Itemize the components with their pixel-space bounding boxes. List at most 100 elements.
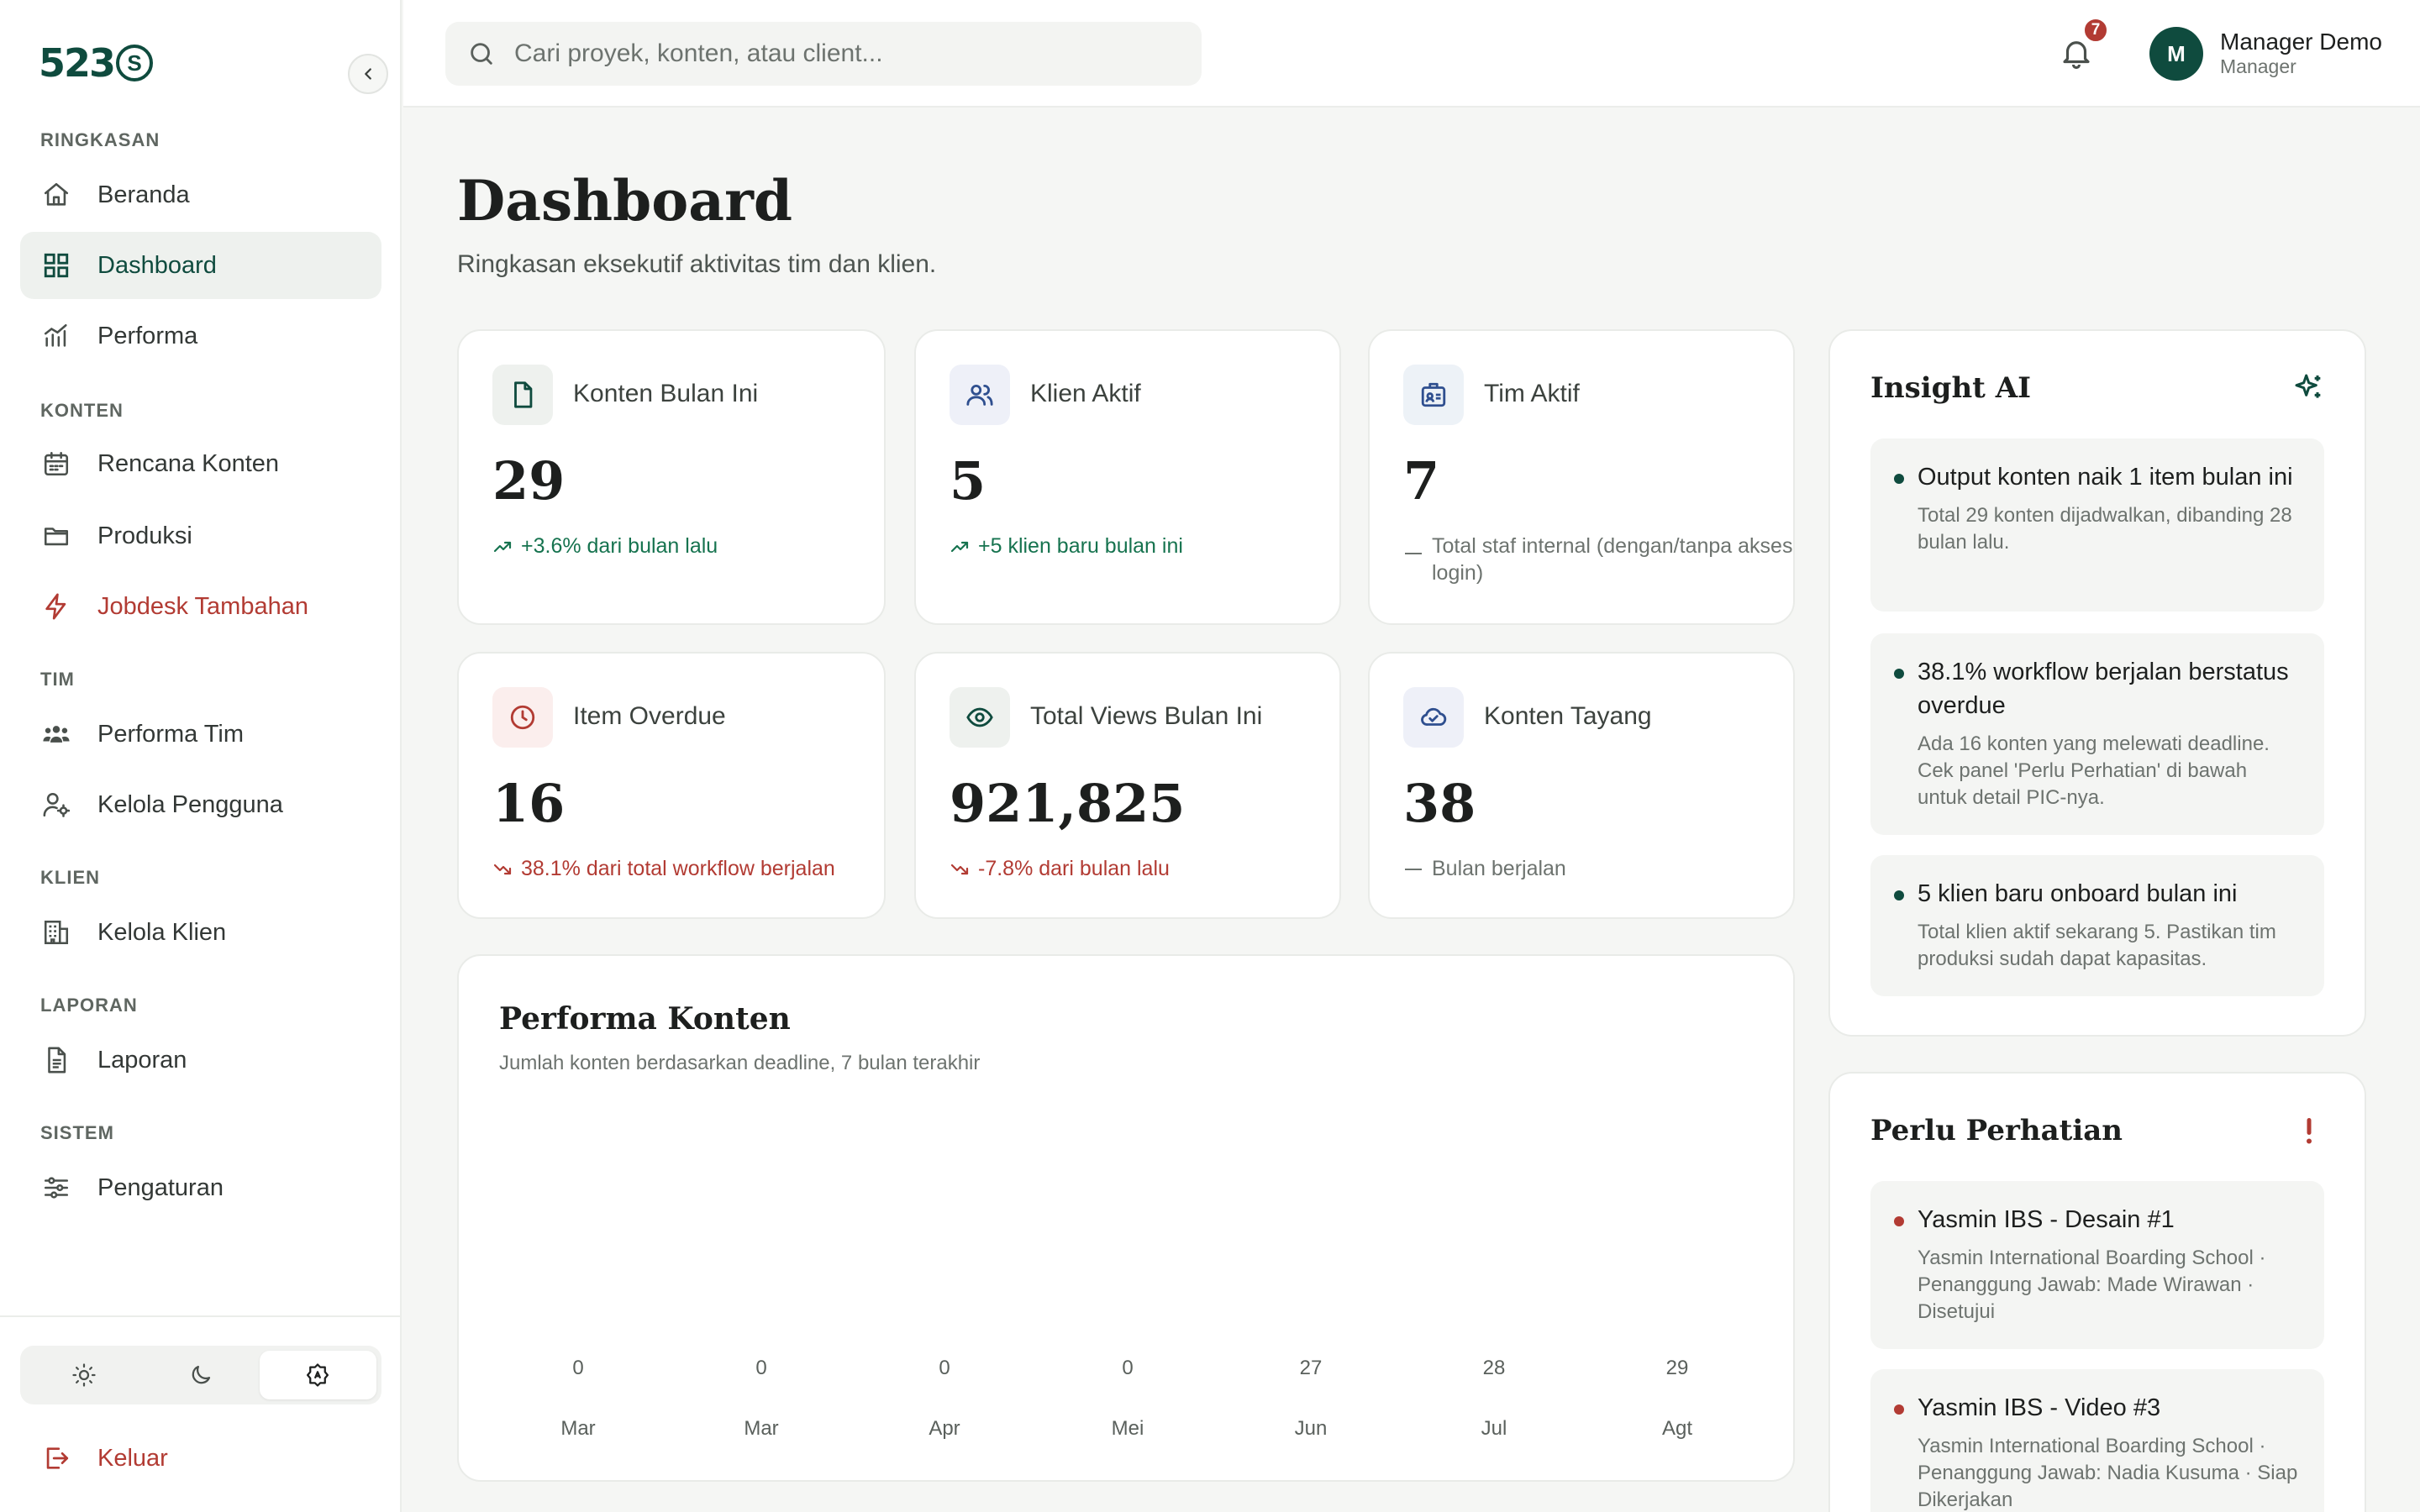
attention-item[interactable]: Yasmin IBS - Desain #1 Yasmin Internatio… xyxy=(1870,1181,2324,1349)
logout-icon xyxy=(46,1447,69,1469)
sparkles-icon[interactable] xyxy=(2292,371,2326,405)
chart-title: Performa Konten xyxy=(499,1001,791,1037)
sidebar-item-pengaturan[interactable]: Pengaturan xyxy=(20,1154,381,1221)
chart-bar[interactable] xyxy=(1260,1116,1361,1351)
logo-mark: S xyxy=(116,45,154,81)
cloud-check-icon xyxy=(1421,707,1447,726)
attention-item-desc: Yasmin International Boarding School · P… xyxy=(1918,1435,2298,1511)
badge-icon xyxy=(1421,382,1446,407)
theme-dark-button[interactable] xyxy=(142,1351,259,1399)
sidebar-item-performa[interactable]: Performa xyxy=(20,302,381,370)
sidebar-item-label: Beranda xyxy=(97,181,190,208)
insight-ai-panel: Insight AI Output konten naik 1 item bul… xyxy=(1828,329,2366,1037)
search-icon xyxy=(471,43,492,65)
insight-item[interactable]: 38.1% workflow berjalan berstatus overdu… xyxy=(1870,633,2324,835)
bullet-dot xyxy=(1894,1216,1904,1226)
exclamation-icon xyxy=(2307,1118,2312,1144)
sidebar-item-produksi[interactable]: Produksi xyxy=(20,502,381,570)
insight-item-desc: Ada 16 konten yang melewati deadline. Ce… xyxy=(1918,732,2270,809)
sliders-icon xyxy=(44,1177,69,1199)
stat-label: Total Views Bulan Ini xyxy=(1030,702,1263,730)
stat-card-item-overdue[interactable]: Item Overdue 16 38.1% dari total workflo… xyxy=(457,652,886,919)
user-name[interactable]: Manager Demo xyxy=(2220,29,2382,55)
theme-light-button[interactable] xyxy=(25,1351,142,1399)
stat-value: 29 xyxy=(492,450,566,512)
stat-card-total-views[interactable]: Total Views Bulan Ini 921,825 -7.8% dari… xyxy=(914,652,1341,919)
nav-section-tim: TIM xyxy=(40,669,75,690)
insight-item-title: 5 klien baru onboard bulan ini xyxy=(1918,880,2238,907)
stat-value: 921,825 xyxy=(950,773,1186,834)
stat-icon-box xyxy=(1403,365,1464,425)
chevron-left-icon xyxy=(365,68,371,80)
document-icon xyxy=(48,1047,66,1074)
chart-category-label: Mar xyxy=(744,1417,778,1440)
chart-subtitle: Jumlah konten berdasarkan deadline, 7 bu… xyxy=(499,1052,981,1074)
attention-panel: Perlu Perhatian Yasmin IBS - Desain #1 Y… xyxy=(1828,1072,2366,1512)
stat-card-klien-aktif[interactable]: Klien Aktif 5 +5 klien baru bulan ini xyxy=(914,329,1341,625)
sidebar-item-beranda[interactable]: Beranda xyxy=(20,161,381,228)
chart-value-label: 0 xyxy=(572,1357,583,1379)
sidebar-item-label: Dashboard xyxy=(97,251,217,279)
stat-label: Klien Aktif xyxy=(1030,380,1141,407)
notification-button[interactable] xyxy=(2059,35,2094,71)
stat-note: -7.8% dari bulan lalu xyxy=(950,855,1344,882)
stat-card-tim-aktif[interactable]: Tim Aktif 7 Total staf internal (dengan/… xyxy=(1368,329,1795,625)
bullet-dot xyxy=(1894,1404,1904,1415)
stat-icon-box xyxy=(1403,687,1464,748)
notification-badge: 7 xyxy=(2082,17,2109,44)
trend-down-icon xyxy=(493,864,512,875)
sidebar-item-rencana-konten[interactable]: Rencana Konten xyxy=(20,430,381,497)
insight-item-title: 38.1% workflow berjalan berstatus overdu… xyxy=(1918,659,2289,719)
sidebar-item-laporan[interactable]: Laporan xyxy=(20,1026,381,1094)
eye-icon xyxy=(966,707,993,727)
attention-item-title: Yasmin IBS - Video #3 xyxy=(1918,1394,2161,1421)
chart-category-label: Mar xyxy=(560,1417,595,1440)
trend-up-icon xyxy=(493,541,512,553)
collapse-sidebar-button[interactable] xyxy=(348,54,388,94)
stat-label: Konten Bulan Ini xyxy=(573,380,759,407)
sidebar-item-kelola-pengguna[interactable]: Kelola Pengguna xyxy=(20,771,381,838)
stat-note-text: Total staf internal (dengan/tanpa akses … xyxy=(1432,534,1793,585)
chart-bar[interactable] xyxy=(1627,1099,1728,1351)
sidebar: 523 S RINGKASAN Beranda Dashboard Perfor… xyxy=(0,0,402,1512)
bolt-icon xyxy=(45,593,66,620)
attention-title: Perlu Perhatian xyxy=(1870,1114,2123,1147)
stat-card-konten-bulan-ini[interactable]: Konten Bulan Ini 29 +3.6% dari bulan lal… xyxy=(457,329,886,625)
stat-value: 7 xyxy=(1403,450,1440,512)
insight-item[interactable]: Output konten naik 1 item bulan ini Tota… xyxy=(1870,438,2324,612)
stat-card-konten-tayang[interactable]: Konten Tayang 38 Bulan berjalan xyxy=(1368,652,1795,919)
attention-item[interactable]: Yasmin IBS - Video #3 Yasmin Internation… xyxy=(1870,1369,2324,1512)
brand-logo[interactable]: 523 S xyxy=(39,40,154,86)
team-icon xyxy=(43,726,70,743)
chart-icon xyxy=(44,323,67,347)
stat-note-text: +3.6% dari bulan lalu xyxy=(521,534,718,558)
stat-note-text: -7.8% dari bulan lalu xyxy=(978,857,1170,880)
building-icon xyxy=(44,920,69,945)
theme-auto-button[interactable] xyxy=(259,1351,376,1399)
stat-icon-box xyxy=(950,687,1010,748)
sidebar-item-performa-tim[interactable]: Performa Tim xyxy=(20,701,381,768)
sidebar-item-kelola-klien[interactable]: Kelola Klien xyxy=(20,899,381,966)
chart-category-label: Jun xyxy=(1295,1417,1328,1440)
chart-bar[interactable] xyxy=(1444,1107,1544,1351)
logout-label: Keluar xyxy=(97,1444,168,1472)
stat-note: +5 klien baru bulan ini xyxy=(950,533,1344,559)
sidebar-item-label: Laporan xyxy=(97,1046,187,1074)
avatar[interactable]: M xyxy=(2149,27,2203,81)
sidebar-item-jobdesk-tambahan[interactable]: Jobdesk Tambahan xyxy=(20,573,381,640)
logout-button[interactable]: Keluar xyxy=(20,1425,381,1492)
sun-icon xyxy=(72,1363,96,1387)
chart-category-label: Jul xyxy=(1481,1417,1507,1440)
nav-section-ringkasan: RINGKASAN xyxy=(40,129,160,150)
sidebar-item-label: Pengaturan xyxy=(97,1173,224,1201)
search-bar[interactable] xyxy=(445,22,1202,86)
user-cog-icon xyxy=(43,792,71,817)
chart-value-label: 0 xyxy=(755,1357,766,1379)
sidebar-divider xyxy=(0,1315,402,1317)
chart-value-label: 28 xyxy=(1483,1357,1506,1379)
calendar-icon xyxy=(44,451,69,476)
insight-item[interactable]: 5 klien baru onboard bulan ini Total kli… xyxy=(1870,855,2324,996)
nav-section-sistem: SISTEM xyxy=(40,1122,114,1143)
sidebar-item-dashboard[interactable]: Dashboard xyxy=(20,232,381,299)
search-input[interactable] xyxy=(514,39,1170,68)
